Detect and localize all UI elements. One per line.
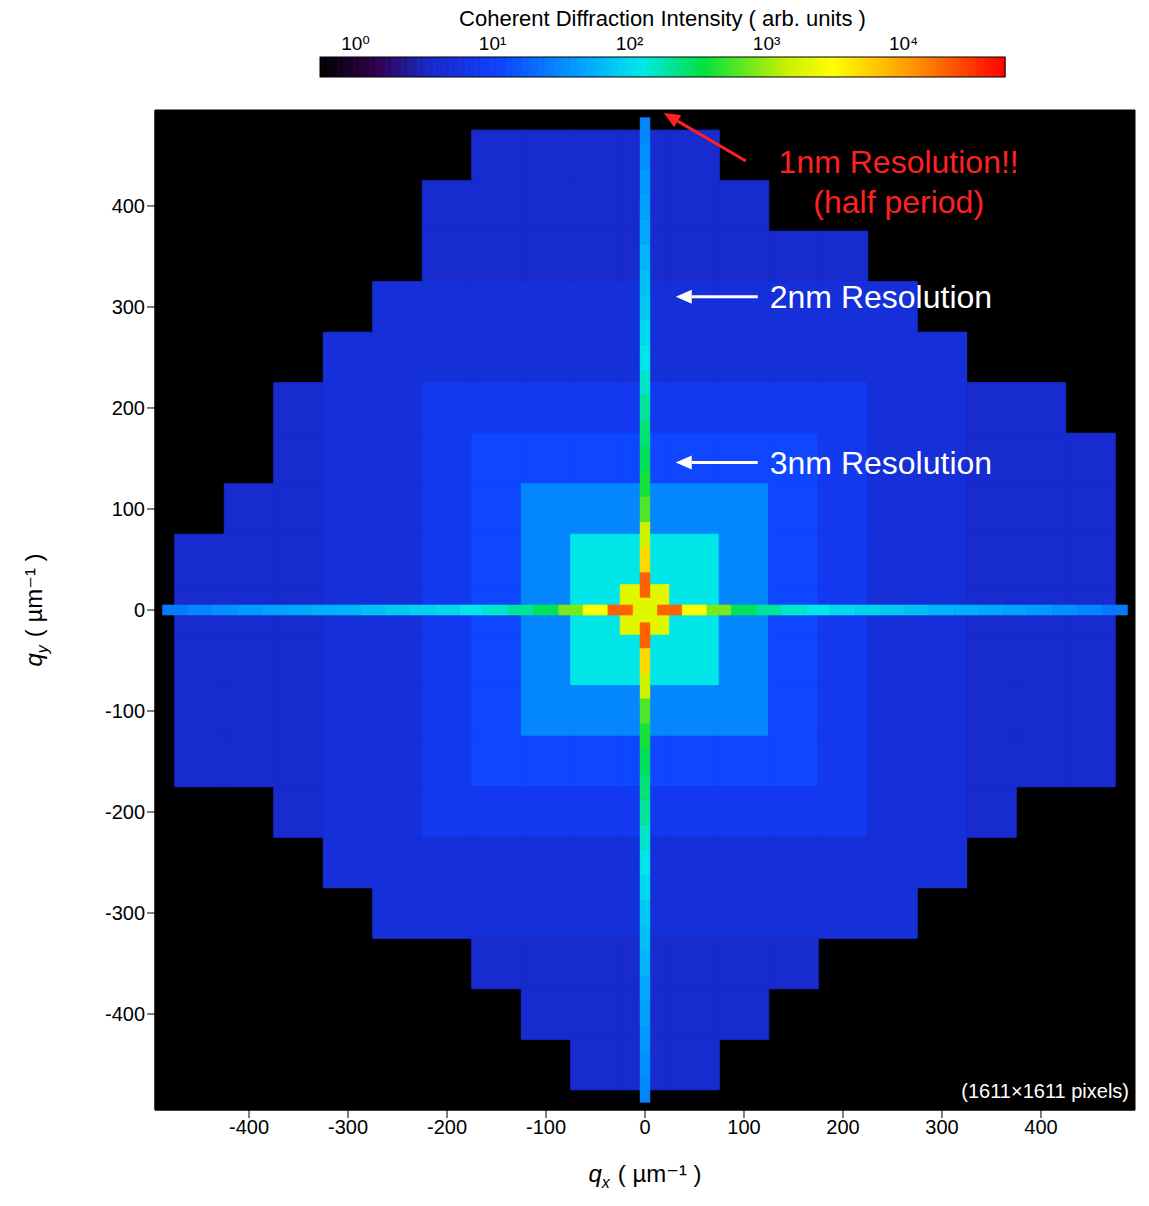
- svg-text:(1611×1611 pixels): (1611×1611 pixels): [961, 1080, 1129, 1102]
- svg-text:400: 400: [112, 195, 145, 217]
- svg-text:300: 300: [112, 296, 145, 318]
- svg-text:qx( µm⁻¹ ): qx( µm⁻¹ ): [588, 1160, 701, 1191]
- svg-text:qy( µm⁻¹ ): qy( µm⁻¹ ): [20, 553, 51, 666]
- svg-text:-100: -100: [105, 700, 145, 722]
- svg-text:1nm Resolution!!: 1nm Resolution!!: [779, 144, 1019, 180]
- svg-text:100: 100: [112, 498, 145, 520]
- svg-text:400: 400: [1024, 1116, 1057, 1138]
- svg-text:0: 0: [639, 1116, 650, 1138]
- svg-text:-300: -300: [328, 1116, 368, 1138]
- svg-text:-300: -300: [105, 902, 145, 924]
- svg-text:-400: -400: [105, 1003, 145, 1025]
- svg-text:-200: -200: [105, 801, 145, 823]
- svg-text:-100: -100: [526, 1116, 566, 1138]
- svg-text:10³: 10³: [753, 33, 780, 54]
- svg-text:10¹: 10¹: [479, 33, 506, 54]
- svg-text:(half period): (half period): [813, 184, 984, 220]
- svg-text:0: 0: [134, 599, 145, 621]
- svg-text:200: 200: [112, 397, 145, 419]
- svg-text:200: 200: [826, 1116, 859, 1138]
- svg-text:10⁴: 10⁴: [889, 33, 918, 54]
- svg-text:10⁰: 10⁰: [341, 33, 370, 54]
- svg-text:10²: 10²: [616, 33, 643, 54]
- svg-text:300: 300: [925, 1116, 958, 1138]
- svg-text:Coherent Diffraction Intensity: Coherent Diffraction Intensity ( arb. un…: [459, 6, 866, 31]
- svg-text:3nm Resolution: 3nm Resolution: [770, 445, 992, 481]
- svg-text:2nm Resolution: 2nm Resolution: [770, 279, 992, 315]
- svg-text:-200: -200: [427, 1116, 467, 1138]
- svg-text:-400: -400: [229, 1116, 269, 1138]
- svg-text:100: 100: [727, 1116, 760, 1138]
